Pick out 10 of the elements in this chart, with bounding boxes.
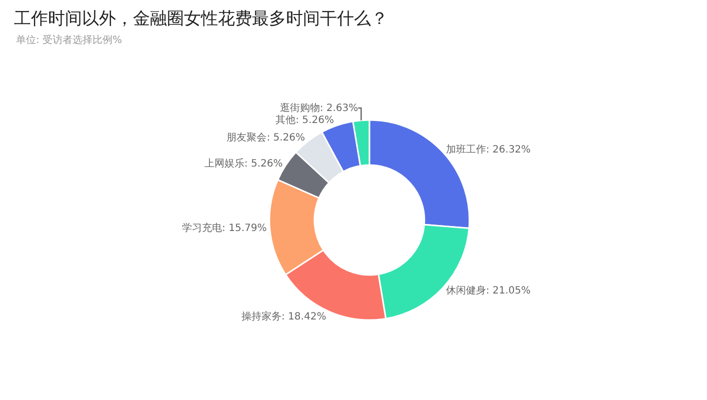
- chart-title: 工作时间以外，金融圈女性花费最多时间干什么？: [14, 8, 388, 29]
- text: 单位: 受访者选择比例%: [16, 34, 122, 46]
- slice-label: 操持家务: 18.42%: [242, 310, 326, 323]
- slice-label: 加班工作: 26.32%: [446, 144, 531, 156]
- slice-label: 学习充电: 15.79%: [182, 222, 267, 234]
- slice-label: 休闲健身: 21.05%: [446, 284, 531, 297]
- slice-label: 逛街购物: 2.63%: [280, 102, 358, 114]
- slice-label: 上网娱乐: 5.26%: [204, 157, 283, 170]
- slice-label: 其他: 5.26%: [276, 114, 334, 126]
- slice-label: 朋友聚会: 5.26%: [226, 131, 306, 144]
